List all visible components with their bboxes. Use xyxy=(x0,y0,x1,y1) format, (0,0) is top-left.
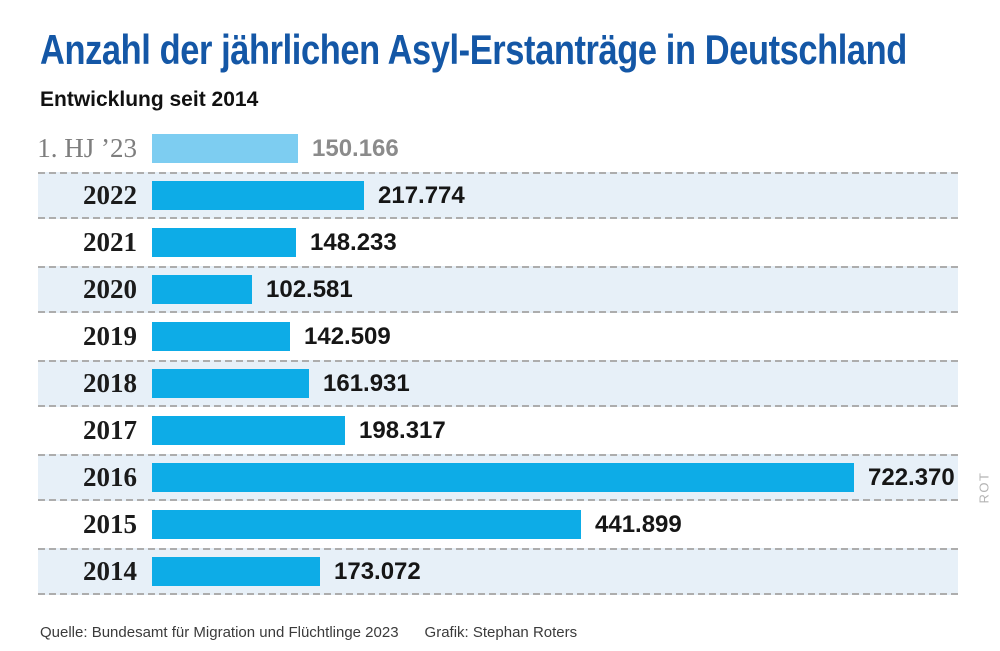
value-bar xyxy=(152,557,320,586)
page-subtitle: Entwicklung seit 2014 xyxy=(40,88,259,111)
bar-value-label: 722.370 xyxy=(868,464,955,491)
value-bar xyxy=(152,510,581,539)
bar-chart: 1. HJ ’23 150.166 2022 217.774 2021 148.233 20… xyxy=(0,125,1000,595)
credit-text: Grafik: Stephan Roters xyxy=(424,624,578,641)
chart-row: 2017 198.317 xyxy=(0,407,1000,454)
bar-value-label: 173.072 xyxy=(334,558,421,585)
row-divider xyxy=(38,172,958,174)
source-text: Quelle: Bundesamt für Migration und Flüc… xyxy=(40,624,399,641)
row-year-label: 2014 xyxy=(83,556,137,586)
value-bar xyxy=(152,275,252,304)
bar-value-label: 150.166 xyxy=(312,135,399,162)
bar-value-label: 161.931 xyxy=(323,370,410,397)
chart-row: 2014 173.072 xyxy=(0,548,1000,595)
value-bar xyxy=(152,369,309,398)
page-title: Anzahl der jährlichen Asyl-Erstanträge i… xyxy=(40,26,907,73)
row-year-label: 2016 xyxy=(83,462,137,492)
row-year-label: 1. HJ ’23 xyxy=(37,133,137,163)
row-divider xyxy=(38,217,958,219)
value-bar xyxy=(152,181,364,210)
row-year-label: 2017 xyxy=(83,415,137,445)
chart-row: 2021 148.233 xyxy=(0,219,1000,266)
value-bar xyxy=(152,134,298,163)
chart-row: 2022 217.774 xyxy=(0,172,1000,219)
value-bar xyxy=(152,463,854,492)
row-divider xyxy=(38,499,958,501)
row-year-label: 2019 xyxy=(83,321,137,351)
bar-value-label: 142.509 xyxy=(304,323,391,350)
row-divider xyxy=(38,454,958,456)
bar-value-label: 148.233 xyxy=(310,229,397,256)
row-year-label: 2021 xyxy=(83,227,137,257)
row-divider xyxy=(38,266,958,268)
chart-row: 2020 102.581 xyxy=(0,266,1000,313)
bar-value-label: 198.317 xyxy=(359,417,446,444)
chart-row: 2015 441.899 xyxy=(0,501,1000,548)
chart-row: 2018 161.931 xyxy=(0,360,1000,407)
row-divider xyxy=(38,311,958,313)
row-year-label: 2018 xyxy=(83,368,137,398)
row-divider xyxy=(38,360,958,362)
row-year-label: 2015 xyxy=(83,509,137,539)
chart-row: 2019 142.509 xyxy=(0,313,1000,360)
value-bar xyxy=(152,416,345,445)
row-divider xyxy=(38,593,958,595)
row-divider xyxy=(38,405,958,407)
value-bar xyxy=(152,322,290,351)
footer: Quelle: Bundesamt für Migration und Flüc… xyxy=(40,624,577,641)
rotated-credit-watermark: ROT xyxy=(976,471,992,504)
value-bar xyxy=(152,228,296,257)
chart-row: 2016 722.370 xyxy=(0,454,1000,501)
row-year-label: 2022 xyxy=(83,180,137,210)
row-divider xyxy=(38,548,958,550)
row-year-label: 2020 xyxy=(83,274,137,304)
bar-value-label: 441.899 xyxy=(595,511,682,538)
chart-row: 1. HJ ’23 150.166 xyxy=(0,125,1000,172)
bar-value-label: 102.581 xyxy=(266,276,353,303)
bar-value-label: 217.774 xyxy=(378,182,465,209)
